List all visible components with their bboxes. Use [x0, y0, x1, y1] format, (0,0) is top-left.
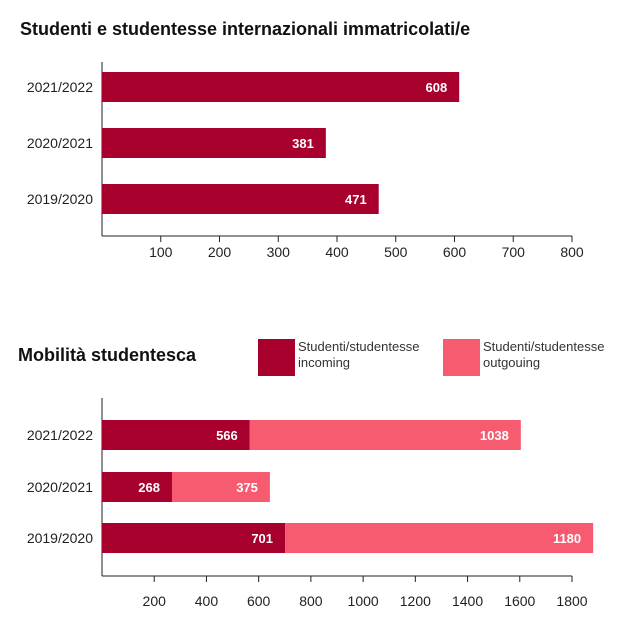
legend-item-outgoing: Studenti/studentesse outgouing [443, 339, 613, 376]
chart-1-title: Studenti e studentesse internazionali im… [20, 19, 471, 39]
x-tick-label: 1000 [348, 593, 379, 609]
legend-label-outgoing: Studenti/studentesse outgouing [483, 339, 605, 370]
chart-1-plot: 100 200 300 400 500 600 700 800 2021/2022 2020/20… [27, 62, 584, 260]
x-tick-label: 1600 [504, 593, 535, 609]
bar-value-label: 701 [251, 531, 273, 546]
bar-value-label: 608 [425, 80, 447, 95]
x-tick-label: 1400 [452, 593, 483, 609]
bar-value-label: 268 [138, 480, 160, 495]
bar-value-label: 471 [345, 192, 367, 207]
category-label: 2020/2021 [27, 135, 93, 151]
x-tick-label: 600 [443, 244, 467, 260]
category-label: 2021/2022 [27, 79, 93, 95]
x-tick-label: 300 [267, 244, 291, 260]
x-tick-label: 700 [502, 244, 526, 260]
x-tick-label: 1200 [400, 593, 431, 609]
bar [102, 128, 326, 158]
chart-2-title: Mobilità studentesca [18, 345, 197, 365]
x-tick-label: 200 [208, 244, 232, 260]
bar-segment [171, 472, 270, 502]
bar-value-label: 1038 [480, 428, 509, 443]
bar-value-label: 1180 [553, 531, 581, 546]
category-label: 2020/2021 [27, 479, 93, 495]
chart-2-plot: 200 400 600 800 1000 1200 1400 1600 1800 2021/202… [27, 398, 594, 609]
legend-label-incoming: Studenti/studentesse incoming [298, 339, 420, 370]
x-tick-label: 400 [325, 244, 349, 260]
x-tick-label: 800 [299, 593, 323, 609]
x-tick-label: 200 [143, 593, 167, 609]
category-label: 2021/2022 [27, 427, 93, 443]
bar-segment [102, 472, 172, 502]
category-label: 2019/2020 [27, 530, 93, 546]
x-tick-label: 500 [384, 244, 408, 260]
bar-value-label: 566 [216, 428, 238, 443]
bar-value-label: 381 [292, 136, 314, 151]
bar [102, 184, 379, 214]
x-tick-label: 600 [247, 593, 271, 609]
bar-segment [249, 420, 521, 450]
bar-segment [102, 420, 250, 450]
legend-swatch-outgoing [443, 339, 480, 376]
x-tick-label: 1800 [556, 593, 587, 609]
bar [102, 72, 460, 102]
x-tick-label: 100 [149, 244, 173, 260]
bar-value-label: 375 [236, 480, 258, 495]
x-tick-label: 800 [560, 244, 584, 260]
legend-swatch-incoming [258, 339, 295, 376]
x-tick-label: 400 [195, 593, 219, 609]
bar-segment [102, 523, 286, 553]
category-label: 2019/2020 [27, 191, 93, 207]
legend-item-incoming: Studenti/studentesse incoming [258, 339, 428, 376]
bar-segment [285, 523, 594, 553]
